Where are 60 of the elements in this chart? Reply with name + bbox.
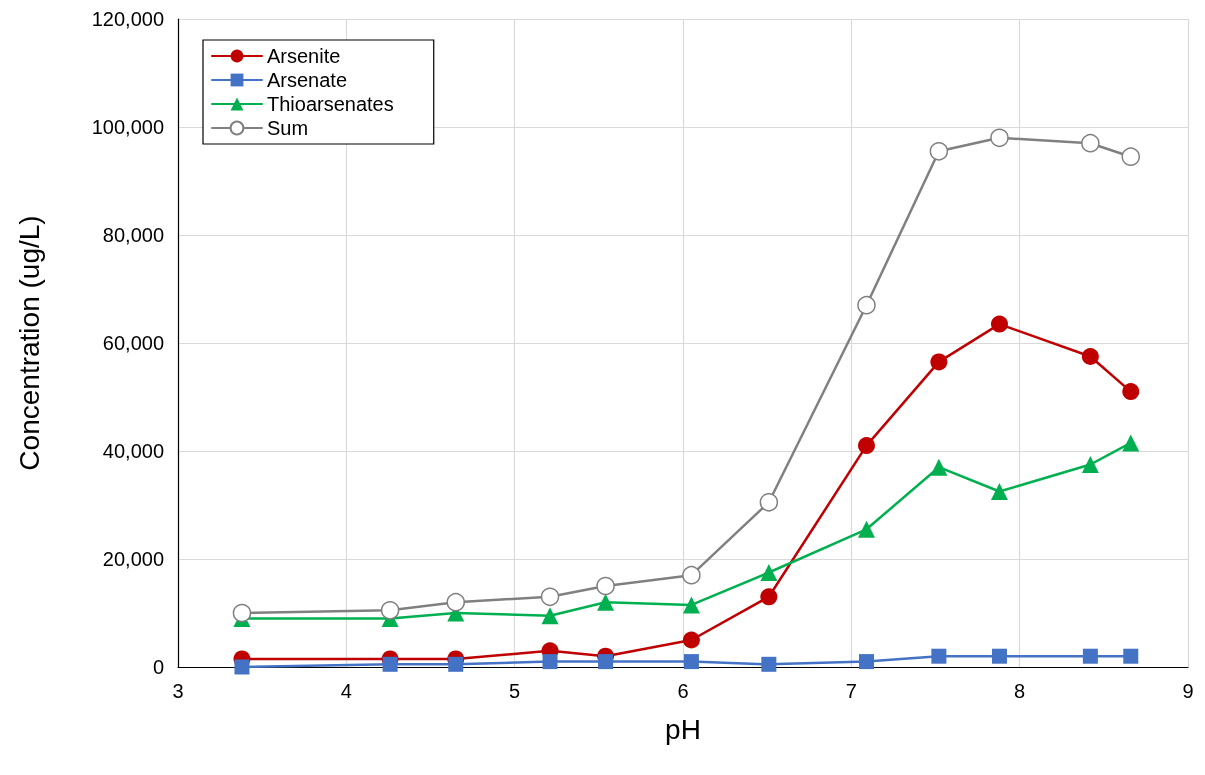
point [858,654,874,670]
legend-label: Arsenate [267,69,348,91]
point [597,593,615,611]
point [1081,348,1099,365]
point [542,654,558,670]
point [930,458,948,476]
point [759,493,779,512]
y-tick-label: 60,000 [102,332,164,354]
point [760,588,778,606]
point [760,564,778,581]
point [540,587,560,607]
point [596,576,615,596]
point [683,654,699,670]
legend-label: Arsenite [267,45,341,67]
point [931,648,947,664]
legend-label: Thioarsenates [267,93,394,115]
point [1082,648,1098,664]
point [234,659,250,675]
point [682,631,700,649]
y-tick-label: 80,000 [102,224,164,246]
point [1122,383,1140,401]
point [598,654,614,670]
point [990,483,1008,500]
point [930,353,948,371]
x-tick-label: 9 [1182,680,1194,702]
y-tick-label: 0 [152,656,164,678]
x-tick-label: 8 [1014,680,1026,702]
point [1123,648,1139,664]
point [1081,456,1099,473]
point [990,128,1009,148]
point [990,315,1008,333]
x-tick-label: 6 [677,680,689,702]
y-tick-label: 20,000 [102,548,164,570]
point [857,295,876,315]
point [541,607,559,625]
point [380,601,400,620]
point [682,565,701,585]
point [1081,133,1100,153]
point [1121,147,1141,166]
point [682,596,700,614]
point [232,603,252,623]
point [857,520,875,538]
point [446,592,465,612]
y-tick-label: 40,000 [102,440,164,462]
point [761,656,777,672]
x-axis-title: pH [665,713,701,745]
point [382,656,398,672]
x-tick-label: 3 [172,680,184,702]
point [1122,434,1140,452]
y-tick-label: 100,000 [91,116,164,138]
y-axis-title: Concentration (ug/L) [13,215,45,471]
point [448,656,464,672]
x-tick-label: 7 [845,680,857,702]
point [991,648,1007,664]
x-tick-label: 5 [509,680,521,702]
point [929,142,949,161]
point [858,437,875,455]
legend-label: Sum [267,117,309,139]
x-tick-label: 4 [340,680,352,702]
y-tick-label: 120,000 [91,8,164,30]
